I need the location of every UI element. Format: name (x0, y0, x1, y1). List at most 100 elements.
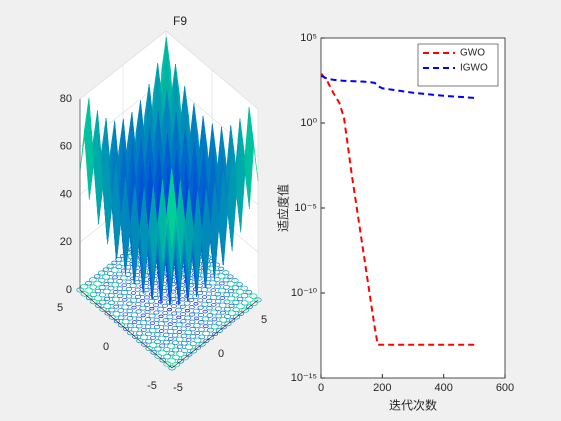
x-axis-label: 迭代次数 (389, 398, 437, 413)
contour-ring (153, 303, 160, 308)
contour-ring (143, 288, 150, 293)
contour-ring (112, 311, 121, 317)
contour-ring (237, 311, 244, 316)
contour-ring (115, 271, 123, 277)
contour-ring (198, 334, 206, 340)
contour-ring (163, 347, 171, 352)
legend-label: GWO (460, 48, 485, 59)
contour-ring (171, 325, 178, 331)
contour-ring (215, 320, 223, 326)
contour-ring (240, 293, 249, 299)
x-tick-label: 400 (434, 382, 452, 394)
contour-ring (215, 306, 222, 311)
contour-ring (181, 348, 189, 353)
contour-ring (215, 313, 223, 319)
contour-ring (85, 280, 92, 286)
contour-ring (97, 270, 106, 276)
contour-ring (107, 293, 115, 298)
contour-ring (240, 285, 248, 291)
contour-ring (170, 296, 177, 301)
contour-ring (115, 264, 123, 270)
contour-ring (229, 318, 236, 323)
contour-ring (150, 350, 157, 355)
contour-ring (236, 303, 245, 310)
contour-ring (103, 282, 110, 287)
contour-ring (110, 267, 119, 273)
contour-ring (157, 321, 165, 327)
contour-ring (180, 326, 187, 331)
contour-ring (184, 344, 193, 350)
contour-ring (212, 331, 218, 337)
contour-ring (223, 299, 231, 305)
contour-ring (175, 336, 184, 342)
contour-ring (180, 311, 187, 317)
contour-ring (148, 327, 157, 334)
contour-ring (209, 280, 217, 286)
z-tick-label: 40 (60, 188, 72, 200)
contour-ring (168, 336, 174, 341)
contour-ring (232, 314, 241, 320)
contour-ring (188, 305, 195, 310)
contour-ring (214, 299, 222, 304)
contour-ring (145, 346, 153, 351)
contour-ring (140, 334, 149, 340)
z-tick-label: 0 (66, 284, 72, 296)
contour-ring (154, 332, 161, 337)
contour-ring (192, 294, 200, 299)
contour-ring (175, 322, 183, 328)
contour-ring (167, 343, 176, 349)
contour-ring (154, 353, 162, 359)
contour-ring (113, 319, 120, 324)
contour-ring (217, 273, 226, 279)
contour-ring (172, 340, 179, 346)
contour-ring (126, 301, 133, 306)
contour-ring (223, 306, 231, 312)
contour-ring (179, 297, 186, 302)
contour-ring (249, 293, 258, 299)
contour-ring (158, 300, 163, 304)
contour-ring (228, 289, 234, 294)
contour-ring (222, 270, 230, 276)
contour-ring (185, 337, 192, 342)
contour-ring (206, 298, 213, 304)
contour-ring (116, 286, 124, 291)
contour-ring (117, 322, 125, 328)
contour-ring (106, 271, 114, 276)
contour-ring (144, 324, 152, 329)
contour-ring (196, 291, 204, 296)
contour-ring (184, 329, 193, 336)
contour-ring (184, 315, 192, 321)
contour-ring (157, 306, 165, 312)
contour-ring (148, 313, 156, 319)
contour-ring (189, 341, 197, 347)
contour-ring (98, 277, 106, 283)
contour-ring (193, 337, 202, 343)
contour-ring (93, 295, 103, 302)
contour-ring (220, 325, 227, 330)
contour-ring (189, 348, 198, 354)
contour-ring (188, 312, 196, 317)
contour-ring (141, 328, 147, 332)
contour-ring (218, 302, 227, 308)
contour-ring (197, 312, 204, 318)
contour-ring (158, 329, 165, 333)
contour-ring (162, 325, 170, 330)
contour-ring (192, 308, 200, 314)
contour-ring (203, 338, 210, 343)
contour-ring (158, 335, 166, 341)
contour-ring (134, 294, 142, 299)
contour-ring (140, 299, 146, 303)
y-tick-label: 5 (57, 302, 63, 314)
contour-ring (130, 312, 138, 318)
contour-ring (126, 323, 134, 328)
contour-ring (120, 268, 127, 273)
contour-ring (163, 361, 172, 367)
contour-ring (144, 309, 151, 315)
contour-ring (218, 288, 226, 294)
contour-ring (171, 318, 178, 323)
contour-ring (93, 280, 102, 287)
contour-ring (121, 319, 130, 325)
contour-ring (135, 309, 142, 314)
contour-ring (111, 282, 120, 288)
contour-ring (162, 303, 168, 308)
